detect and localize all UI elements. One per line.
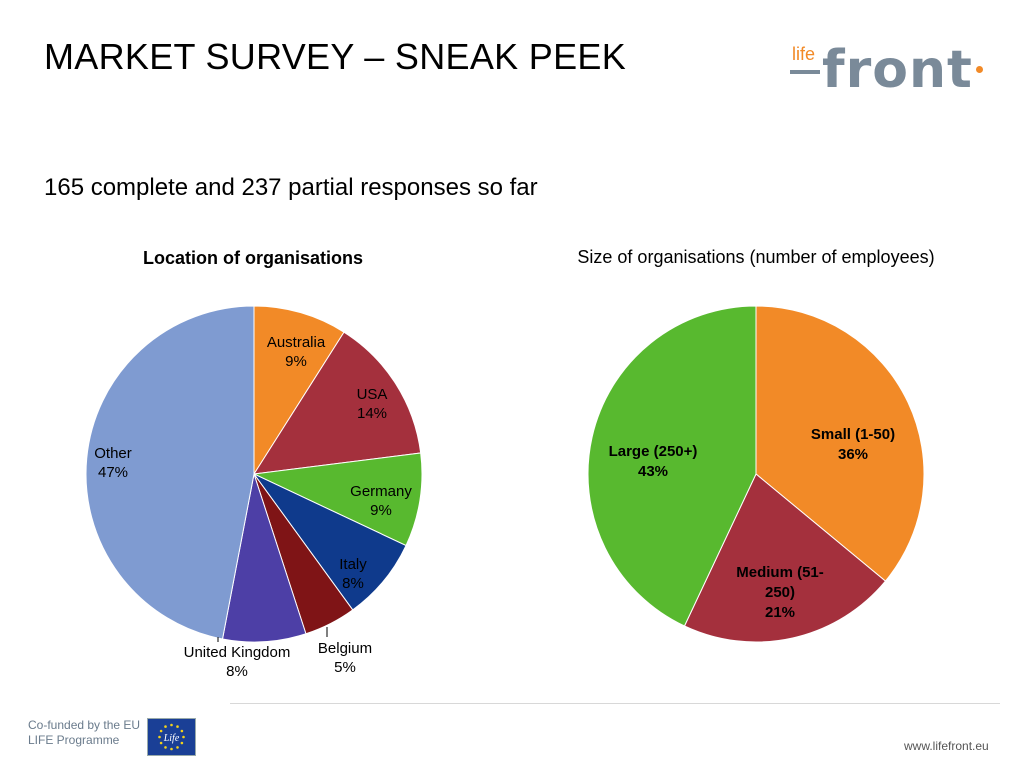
cofunded-line1: Co-funded by the EU <box>28 718 140 733</box>
location-chart-title: Location of organisations <box>143 248 363 268</box>
location-label-united-kingdom: United Kingdom 8% <box>184 644 291 680</box>
size-chart-title: Size of organisations (number of employe… <box>577 247 934 267</box>
eu-life-flag-icon: Life <box>147 718 196 756</box>
svg-text:Life: Life <box>163 733 180 744</box>
footer-cofunded: Co-funded by the EU LIFE Programme <box>28 718 140 748</box>
footer-divider <box>230 703 1000 704</box>
location-label-belgium: Belgium 5% <box>318 640 372 676</box>
location-pie <box>86 306 422 642</box>
footer-url[interactable]: www.lifefront.eu <box>904 739 989 753</box>
pie-charts: Location of organisations Size of organi… <box>0 0 1024 768</box>
cofunded-line2: LIFE Programme <box>28 733 140 748</box>
